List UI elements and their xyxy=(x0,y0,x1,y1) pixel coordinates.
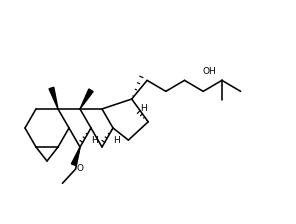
Polygon shape xyxy=(71,147,80,166)
Polygon shape xyxy=(49,87,58,109)
Polygon shape xyxy=(80,89,93,109)
Text: O: O xyxy=(76,164,83,172)
Text: H: H xyxy=(140,104,147,113)
Text: H: H xyxy=(112,136,119,145)
Text: OH: OH xyxy=(202,67,216,76)
Text: H: H xyxy=(91,136,97,145)
